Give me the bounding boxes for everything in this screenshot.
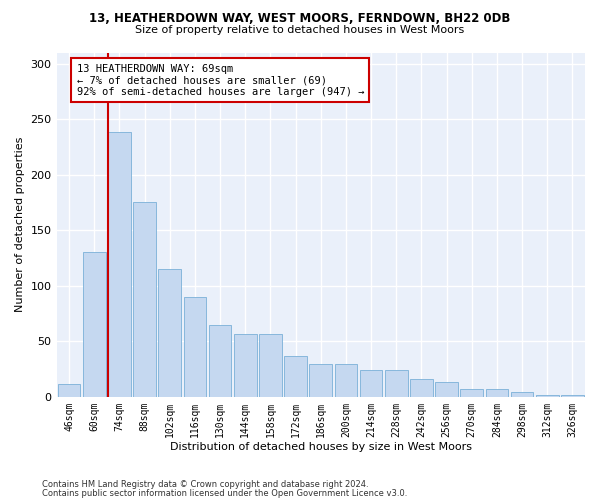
Text: 13 HEATHERDOWN WAY: 69sqm
← 7% of detached houses are smaller (69)
92% of semi-d: 13 HEATHERDOWN WAY: 69sqm ← 7% of detach… <box>77 64 364 97</box>
X-axis label: Distribution of detached houses by size in West Moors: Distribution of detached houses by size … <box>170 442 472 452</box>
Bar <box>511 392 533 397</box>
Bar <box>284 356 307 397</box>
Bar <box>485 389 508 397</box>
Bar <box>385 370 407 397</box>
Bar <box>360 370 382 397</box>
Bar <box>209 324 232 397</box>
Text: Size of property relative to detached houses in West Moors: Size of property relative to detached ho… <box>136 25 464 35</box>
Bar <box>335 364 357 397</box>
Bar <box>561 394 584 397</box>
Bar <box>410 379 433 397</box>
Bar <box>435 382 458 397</box>
Text: 13, HEATHERDOWN WAY, WEST MOORS, FERNDOWN, BH22 0DB: 13, HEATHERDOWN WAY, WEST MOORS, FERNDOW… <box>89 12 511 26</box>
Bar <box>259 334 282 397</box>
Bar <box>83 252 106 397</box>
Bar <box>234 334 257 397</box>
Bar <box>58 384 80 397</box>
Y-axis label: Number of detached properties: Number of detached properties <box>15 137 25 312</box>
Bar <box>158 269 181 397</box>
Bar <box>184 297 206 397</box>
Bar <box>133 202 156 397</box>
Text: Contains public sector information licensed under the Open Government Licence v3: Contains public sector information licen… <box>42 488 407 498</box>
Bar <box>460 389 483 397</box>
Bar <box>310 364 332 397</box>
Text: Contains HM Land Registry data © Crown copyright and database right 2024.: Contains HM Land Registry data © Crown c… <box>42 480 368 489</box>
Bar <box>536 394 559 397</box>
Bar <box>108 132 131 397</box>
